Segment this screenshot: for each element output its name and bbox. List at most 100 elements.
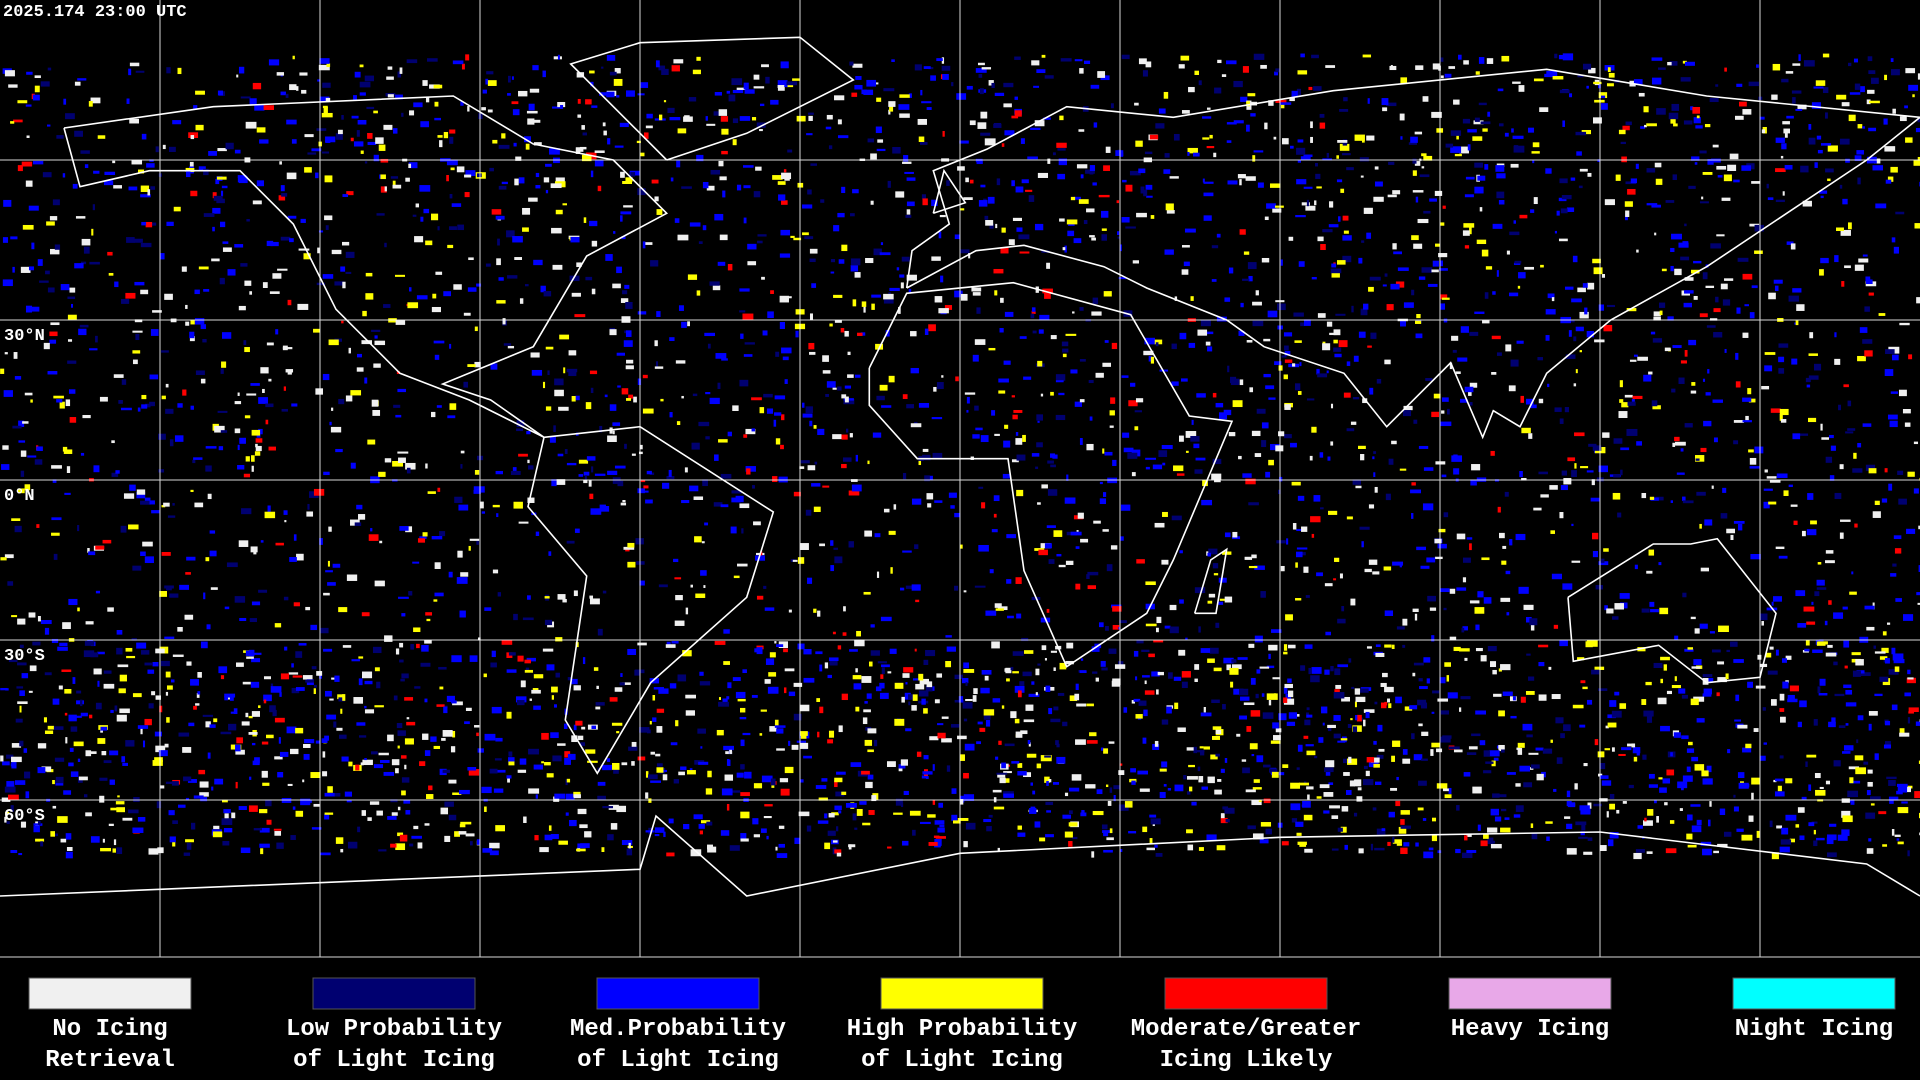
icing-cell (289, 557, 297, 562)
icing-cell (1404, 706, 1413, 711)
icing-cell (1785, 71, 1794, 74)
icing-cell (1413, 243, 1423, 249)
icing-cell (1044, 658, 1047, 661)
icing-cell (490, 662, 497, 668)
icing-cell (457, 550, 463, 558)
icing-cell (501, 133, 506, 139)
icing-cell (760, 709, 767, 712)
icing-cell (751, 694, 758, 698)
icing-cell (334, 281, 345, 286)
icing-cell (1586, 699, 1593, 705)
icing-cell (1437, 543, 1447, 549)
icing-cell (1077, 512, 1084, 519)
icing-cell (590, 170, 594, 178)
icing-cell (1032, 790, 1036, 795)
icing-cell (1460, 326, 1469, 333)
icing-cell (422, 80, 428, 86)
icing-cell (1855, 659, 1864, 666)
icing-cell (212, 226, 215, 232)
icing-cell (640, 479, 646, 483)
icing-cell (921, 698, 926, 705)
icing-cell (1331, 815, 1339, 819)
icing-cell (44, 627, 50, 635)
icing-cell (17, 165, 23, 172)
icing-cell (911, 705, 917, 711)
icing-cell (1400, 320, 1406, 327)
icing-cell (848, 541, 854, 548)
icing-cell (1525, 398, 1534, 405)
icing-cell (482, 89, 487, 94)
icing-cell (793, 682, 803, 687)
icing-cell (946, 765, 951, 772)
icing-cell (740, 838, 749, 842)
icing-cell (1150, 215, 1155, 219)
icing-cell (1339, 573, 1343, 579)
icing-cell (1133, 698, 1141, 702)
icing-cell (205, 557, 210, 562)
icing-cell (1652, 405, 1661, 410)
icing-cell (380, 759, 390, 763)
icing-cell (1885, 658, 1890, 664)
icing-cell (1391, 755, 1396, 762)
legend-label: Night Icing (1735, 1016, 1893, 1043)
icing-cell (1748, 449, 1754, 453)
icing-cell (1713, 850, 1719, 854)
icing-cell (66, 847, 73, 851)
icing-cell (1551, 297, 1555, 302)
icing-cell (465, 707, 472, 711)
icing-cell (1229, 667, 1239, 675)
icing-cell (855, 454, 858, 462)
icing-cell (1179, 599, 1184, 604)
icing-cell (1319, 122, 1326, 129)
icing-cell (236, 662, 244, 667)
icing-cell (244, 415, 251, 419)
icing-cell (765, 658, 775, 665)
icing-cell (1518, 85, 1525, 92)
icing-cell (683, 116, 693, 122)
icing-cell (1148, 653, 1155, 658)
icing-cell (1554, 407, 1562, 412)
icing-cell (1050, 464, 1056, 468)
icing-cell (642, 241, 646, 249)
icing-cell (1010, 711, 1017, 719)
icing-cell (597, 795, 606, 800)
icing-cell (1798, 54, 1801, 62)
icing-cell (1723, 174, 1732, 182)
icing-cell (1180, 55, 1190, 61)
icing-cell (1202, 137, 1210, 140)
icing-cell (1223, 657, 1234, 664)
icing-cell (397, 832, 404, 837)
icing-cell (1266, 665, 1275, 669)
icing-cell (1369, 387, 1374, 395)
icing-cell (831, 812, 839, 816)
icing-cell (942, 73, 949, 80)
icing-cell (1903, 787, 1912, 793)
icing-cell (1295, 551, 1303, 558)
icing-cell (894, 682, 904, 689)
icing-cell (781, 172, 792, 180)
icing-cell (1086, 443, 1094, 451)
icing-cell (1844, 665, 1848, 669)
icing-cell (594, 473, 606, 476)
icing-cell (1916, 592, 1920, 596)
icing-cell (4, 70, 15, 77)
icing-cell (1341, 606, 1345, 612)
icing-cell (1299, 362, 1302, 367)
icing-cell (793, 491, 801, 497)
icing-cell (1109, 828, 1113, 834)
icing-cell (784, 379, 788, 384)
icing-cell (258, 428, 263, 435)
legend-swatch (28, 977, 192, 1010)
icing-cell (1316, 572, 1323, 577)
icing-cell (809, 248, 818, 254)
icing-cell (550, 183, 562, 189)
icing-cell (1759, 116, 1765, 120)
icing-cell (1099, 481, 1103, 485)
icing-cell (1648, 784, 1658, 788)
icing-cell (234, 149, 241, 154)
icing-cell (1274, 361, 1282, 365)
icing-cell (1238, 455, 1242, 460)
icing-cell (1678, 688, 1686, 694)
icing-cell (779, 778, 789, 783)
icing-cell (270, 241, 279, 247)
